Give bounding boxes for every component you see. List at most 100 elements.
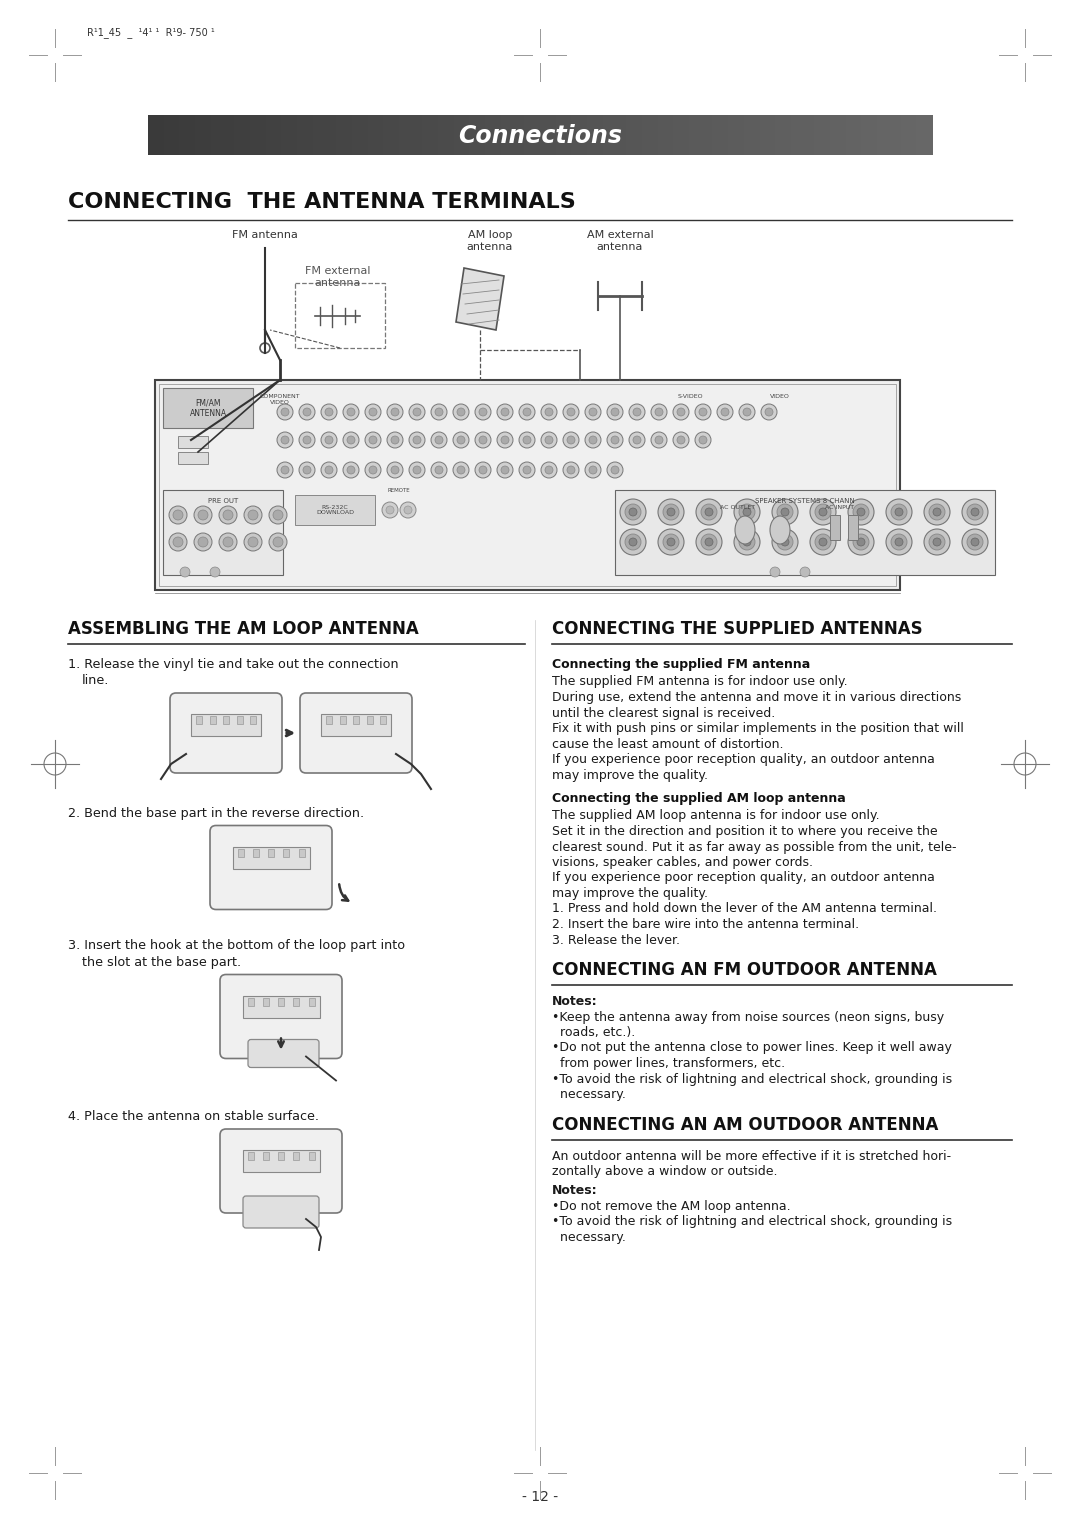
Text: necessary.: necessary. [552, 1088, 626, 1102]
Text: Set it in the direction and position it to where you receive the: Set it in the direction and position it … [552, 825, 937, 837]
Circle shape [244, 506, 262, 524]
Text: The supplied AM loop antenna is for indoor use only.: The supplied AM loop antenna is for indo… [552, 810, 879, 822]
Bar [179, 115, 188, 154]
Circle shape [269, 533, 287, 552]
Circle shape [933, 507, 941, 516]
Circle shape [933, 538, 941, 545]
Circle shape [589, 435, 597, 445]
Bar [407, 115, 416, 154]
Circle shape [400, 503, 416, 518]
Circle shape [673, 432, 689, 448]
Bar [326, 717, 332, 724]
Circle shape [611, 466, 619, 474]
Bar [249, 115, 259, 154]
Bar [383, 115, 392, 154]
Circle shape [853, 504, 869, 520]
Circle shape [457, 408, 465, 416]
Text: cause the least amount of distortion.: cause the least amount of distortion. [552, 738, 783, 750]
Bar [352, 115, 361, 154]
Text: Connections: Connections [458, 124, 622, 148]
Bar [869, 115, 878, 154]
Bar [665, 115, 674, 154]
Text: AC OUTLET: AC OUTLET [720, 504, 755, 510]
Circle shape [743, 408, 751, 416]
Circle shape [891, 504, 907, 520]
Circle shape [497, 403, 513, 420]
Circle shape [299, 432, 315, 448]
Bar [164, 115, 173, 154]
Circle shape [347, 435, 355, 445]
Circle shape [620, 529, 646, 555]
Bar [380, 717, 386, 724]
Circle shape [281, 408, 289, 416]
Circle shape [658, 500, 684, 526]
Circle shape [696, 500, 723, 526]
Bar [814, 115, 823, 154]
Circle shape [365, 461, 381, 478]
Text: Notes:: Notes: [552, 1184, 597, 1198]
Circle shape [475, 461, 491, 478]
Circle shape [810, 500, 836, 526]
Text: •Do not remove the AM loop antenna.: •Do not remove the AM loop antenna. [552, 1199, 791, 1213]
Circle shape [781, 538, 789, 545]
Circle shape [387, 461, 403, 478]
Bar [289, 115, 298, 154]
Circle shape [962, 500, 988, 526]
Circle shape [276, 403, 293, 420]
Circle shape [519, 432, 535, 448]
Circle shape [457, 466, 465, 474]
Circle shape [770, 567, 780, 578]
Bar [697, 115, 705, 154]
Circle shape [198, 510, 208, 520]
Circle shape [810, 529, 836, 555]
Circle shape [387, 403, 403, 420]
Circle shape [739, 504, 755, 520]
Bar [916, 115, 926, 154]
Circle shape [413, 408, 421, 416]
Bar [295, 495, 375, 526]
Bar [172, 115, 180, 154]
Circle shape [563, 461, 579, 478]
Circle shape [248, 510, 258, 520]
Circle shape [435, 435, 443, 445]
Circle shape [273, 536, 283, 547]
Text: line.: line. [82, 674, 109, 688]
Text: An outdoor antenna will be more effective if it is stretched hori-: An outdoor antenna will be more effectiv… [552, 1149, 951, 1163]
Circle shape [365, 403, 381, 420]
Bar [775, 115, 784, 154]
Circle shape [501, 466, 509, 474]
Bar [634, 115, 643, 154]
FancyBboxPatch shape [220, 975, 342, 1059]
Circle shape [563, 403, 579, 420]
Circle shape [962, 529, 988, 555]
Bar [247, 1152, 254, 1160]
Bar [336, 115, 345, 154]
Bar [571, 115, 580, 154]
Text: until the clearest signal is received.: until the clearest signal is received. [552, 706, 775, 720]
Circle shape [895, 538, 903, 545]
Text: SPEAKER SYSTEMS 8 CHANN: SPEAKER SYSTEMS 8 CHANN [755, 498, 855, 504]
Circle shape [453, 432, 469, 448]
Text: R¹1_45  _  ¹4¹ ¹  R¹9- 750 ¹: R¹1_45 _ ¹4¹ ¹ R¹9- 750 ¹ [87, 28, 215, 38]
Circle shape [629, 538, 637, 545]
Circle shape [772, 500, 798, 526]
Text: roads, etc.).: roads, etc.). [552, 1025, 635, 1039]
Bar [399, 115, 408, 154]
Bar [720, 115, 729, 154]
Text: CONNECTING THE SUPPLIED ANTENNAS: CONNECTING THE SUPPLIED ANTENNAS [552, 620, 922, 639]
Bar [728, 115, 737, 154]
Circle shape [696, 432, 711, 448]
Bar [689, 115, 698, 154]
Text: Connecting the supplied FM antenna: Connecting the supplied FM antenna [552, 659, 810, 671]
FancyBboxPatch shape [220, 1129, 342, 1213]
Circle shape [475, 403, 491, 420]
Circle shape [848, 529, 874, 555]
Text: 1. Press and hold down the lever of the AM antenna terminal.: 1. Press and hold down the lever of the … [552, 903, 937, 915]
Text: FM antenna: FM antenna [232, 231, 298, 240]
Circle shape [222, 510, 233, 520]
Bar [516, 115, 525, 154]
Bar [446, 115, 455, 154]
Bar [232, 847, 310, 868]
Circle shape [589, 408, 597, 416]
Circle shape [431, 461, 447, 478]
